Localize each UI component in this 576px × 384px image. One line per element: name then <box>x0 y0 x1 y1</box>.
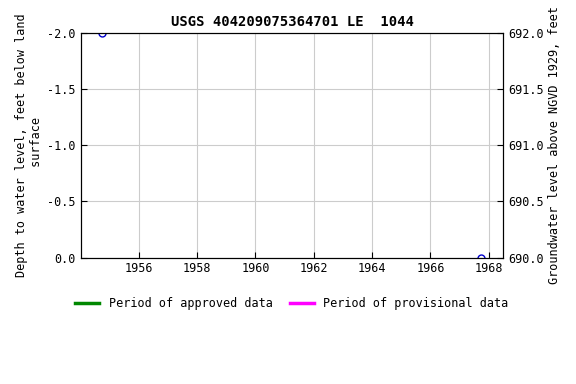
Title: USGS 404209075364701 LE  1044: USGS 404209075364701 LE 1044 <box>170 15 414 29</box>
Legend: Period of approved data, Period of provisional data: Period of approved data, Period of provi… <box>71 292 513 314</box>
Y-axis label: Depth to water level, feet below land
 surface: Depth to water level, feet below land su… <box>15 13 43 277</box>
Y-axis label: Groundwater level above NGVD 1929, feet: Groundwater level above NGVD 1929, feet <box>548 6 561 284</box>
